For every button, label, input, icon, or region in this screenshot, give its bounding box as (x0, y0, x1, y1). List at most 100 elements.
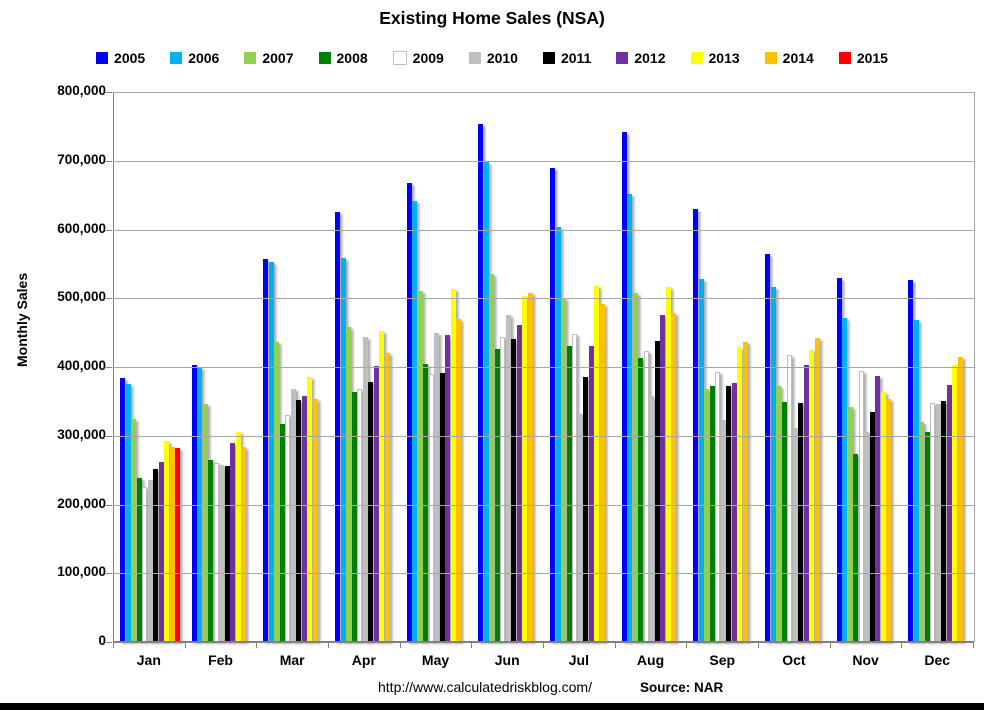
bar-2006-mar (268, 261, 274, 642)
y-axis-tick-label: 300,000 (57, 426, 106, 442)
legend-item-2007: 2007 (244, 50, 294, 66)
bar-2010-oct (792, 427, 798, 642)
bar-2008-mar (279, 424, 285, 642)
legend-swatch-2010 (468, 52, 481, 64)
bar-2005-aug (621, 131, 627, 642)
plot-area (106, 92, 975, 643)
x-axis-tick (758, 642, 759, 648)
x-axis-tick (829, 642, 831, 648)
y-axis-tick-label: 200,000 (57, 495, 106, 511)
y-axis-tick-label: 800,000 (57, 83, 106, 98)
bar-2015-jan (175, 448, 180, 642)
legend-swatch-2008 (318, 52, 331, 64)
bar-2014-may (456, 318, 462, 642)
bar-2014-jan (169, 446, 175, 642)
bar-2007-sep (704, 389, 710, 642)
bar-2009-jun (500, 336, 506, 642)
legend-item-2015: 2015 (838, 50, 888, 66)
bar-2012-may (445, 335, 451, 642)
legend-label-2005: 2005 (114, 50, 146, 66)
bar-2006-apr (340, 258, 346, 642)
legend-label-2014: 2014 (782, 50, 814, 66)
legend-label-2012: 2012 (634, 50, 666, 66)
footer-url: http://www.calculatedriskblog.com/ (378, 679, 592, 695)
bar-2007-may (417, 291, 423, 642)
bar-2009-sep (715, 371, 721, 642)
bar-2012-oct (803, 364, 809, 642)
bar-2009-jan (142, 487, 147, 642)
bar-2006-jun (483, 162, 489, 642)
bar-2007-jun (489, 273, 495, 642)
gridline (114, 367, 974, 368)
bar-2007-aug (632, 292, 638, 642)
bar-2005-sep (693, 208, 699, 642)
x-axis-tick (328, 642, 329, 648)
bar-2005-feb (191, 364, 197, 642)
x-axis-label-jan: Jan (136, 652, 161, 668)
x-axis-label-aug: Aug (636, 652, 665, 668)
bar-2012-jun (516, 325, 522, 642)
month-group-nov (831, 92, 903, 642)
month-group-apr (329, 92, 401, 642)
bar-2006-may (412, 201, 418, 642)
bar-2014-jun (527, 293, 533, 642)
y-axis-tick-label: 0 (98, 633, 106, 648)
bar-2013-dec (952, 364, 958, 642)
bar-2012-jan (158, 461, 164, 642)
y-axis-tick-label: 100,000 (57, 564, 106, 580)
bar-2012-feb (230, 442, 236, 642)
y-axis-tick (106, 642, 112, 643)
bar-2013-may (450, 289, 456, 642)
x-axis-label-mar: Mar (279, 652, 305, 668)
x-axis-tick (113, 642, 114, 648)
bar-2011-aug (654, 340, 660, 642)
x-axis-tick (686, 642, 688, 648)
bar-2005-may (406, 182, 412, 642)
bar-2013-nov (880, 391, 886, 642)
bar-2007-jan (131, 418, 136, 642)
bar-2013-jun (522, 296, 528, 642)
legend-swatch-2005 (96, 52, 109, 64)
y-axis-tick (106, 298, 112, 300)
y-axis-tick-label: 500,000 (57, 289, 106, 305)
bar-2007-feb (202, 404, 208, 642)
y-axis-tick-label: 700,000 (57, 151, 106, 167)
legend: 2005 2006 2007 2008 2009 2010 2011 2012 2013 2014… (0, 50, 984, 66)
legend-label-2007: 2007 (262, 50, 294, 66)
bar-2008-aug (638, 358, 644, 642)
bar-2013-aug (665, 286, 671, 642)
x-axis-ticks (113, 642, 974, 649)
x-axis-label-sep: Sep (709, 652, 736, 668)
bar-2013-apr (379, 330, 385, 642)
month-group-dec (902, 92, 974, 642)
month-group-jan (114, 92, 186, 642)
bar-2014-mar (312, 399, 318, 642)
bar-2009-mar (285, 415, 291, 642)
bar-2008-jan (136, 478, 142, 642)
x-axis-tick (399, 642, 401, 648)
bar-2007-oct (776, 385, 782, 642)
gridline (114, 229, 974, 231)
bar-2010-sep (720, 419, 726, 642)
bar-2010-apr (362, 336, 368, 642)
bar-2012-jul (588, 345, 594, 642)
chart-title: Existing Home Sales (NSA) (379, 8, 605, 28)
bar-2008-sep (709, 386, 715, 642)
bar-2010-jul (577, 413, 583, 642)
bar-2011-nov (869, 412, 875, 642)
month-group-aug (616, 92, 688, 642)
y-axis-tick-label: 400,000 (57, 358, 106, 373)
y-axis-tick (106, 573, 112, 575)
legend-label-2006: 2006 (188, 50, 220, 66)
bar-2009-aug (643, 351, 649, 642)
gridline (114, 298, 974, 300)
bar-2005-dec (908, 279, 914, 642)
legend-label-2013: 2013 (708, 50, 740, 66)
legend-label-2011: 2011 (560, 50, 592, 66)
bar-2011-jul (583, 377, 589, 642)
bar-2009-jul (572, 334, 578, 642)
legend-label-2009: 2009 (412, 50, 444, 66)
bar-2008-jun (494, 349, 500, 642)
legend-item-2012: 2012 (616, 50, 666, 66)
